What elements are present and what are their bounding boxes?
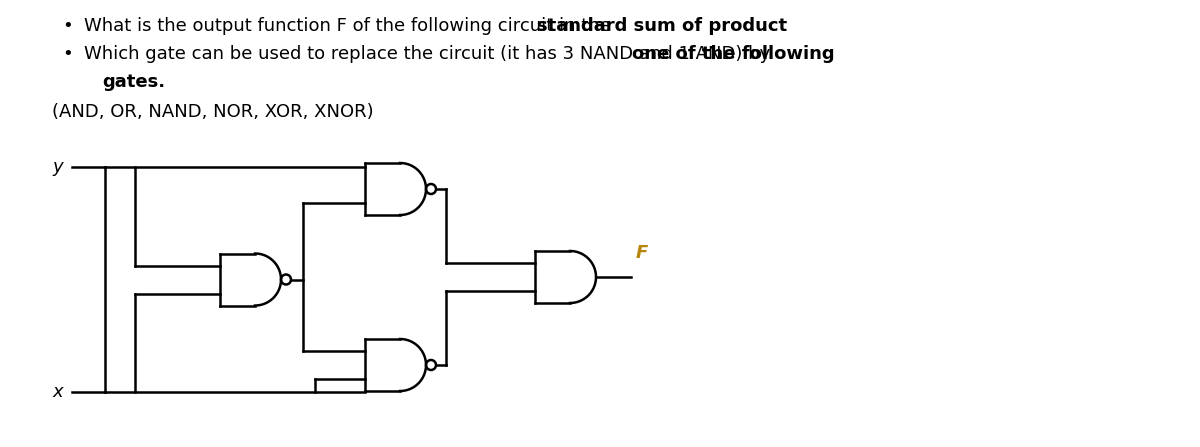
Text: (AND, OR, NAND, NOR, XOR, XNOR): (AND, OR, NAND, NOR, XOR, XNOR): [52, 103, 373, 121]
Text: y: y: [52, 158, 62, 176]
Text: gates.: gates.: [102, 73, 166, 91]
Text: one of the following: one of the following: [631, 45, 834, 63]
Text: standard sum of product: standard sum of product: [536, 17, 787, 35]
Text: Which gate can be used to replace the circuit (it has 3 NAND and 1 AND) by: Which gate can be used to replace the ci…: [84, 45, 776, 63]
Text: F: F: [636, 244, 648, 262]
Text: x: x: [52, 383, 62, 401]
Text: •: •: [62, 17, 73, 35]
Text: What is the output function F of the following circuit in the: What is the output function F of the fol…: [84, 17, 617, 35]
Text: •: •: [62, 45, 73, 63]
